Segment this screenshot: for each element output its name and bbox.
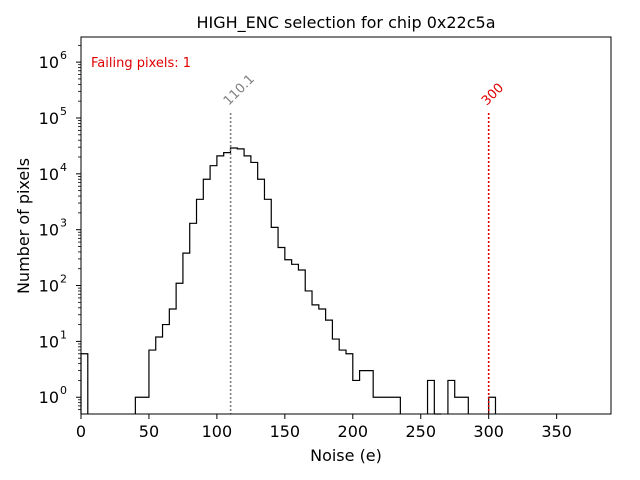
histogram-bar — [183, 253, 190, 414]
histogram-bar — [224, 153, 231, 414]
y-tick-label: 10 — [39, 165, 59, 184]
histogram-bar — [203, 179, 210, 414]
histogram-bar — [360, 371, 374, 414]
y-tick-exponent: 3 — [60, 217, 67, 230]
plot-frame — [80, 36, 612, 415]
y-tick-exponent: 5 — [60, 105, 67, 118]
x-tick-label: 100 — [202, 422, 233, 441]
x-tick-label: 50 — [139, 422, 159, 441]
histogram-bar — [326, 320, 333, 414]
y-tick-exponent: 4 — [60, 161, 67, 174]
y-tick-label: 10 — [39, 332, 59, 351]
histogram-bar — [210, 166, 217, 414]
chart-title: HIGH_ENC selection for chip 0x22c5a — [196, 13, 495, 33]
y-tick-exponent: 6 — [60, 49, 67, 62]
histogram-bar — [339, 350, 346, 414]
histogram-bar — [163, 325, 170, 414]
x-axis-label: Noise (e) — [310, 446, 382, 465]
histogram-bar — [149, 350, 156, 414]
histogram-bar — [312, 305, 319, 414]
x-tick-label: 300 — [473, 422, 504, 441]
histogram-outline — [80, 147, 497, 415]
y-tick-label: 10 — [39, 388, 59, 407]
histogram-bar — [489, 397, 496, 414]
histogram-bar — [258, 179, 265, 414]
histogram-bar — [346, 354, 353, 414]
histogram-bar — [278, 247, 285, 414]
histogram-bar — [176, 283, 183, 414]
histogram-bar — [285, 260, 292, 414]
histogram-bar — [319, 309, 326, 414]
histogram-bar — [448, 380, 455, 414]
x-tick-label: 200 — [338, 422, 369, 441]
y-axis-label: Number of pixels — [14, 158, 33, 294]
histogram-bar — [455, 397, 462, 414]
x-axis: 0 50 100 150 200 250 300 350 — [76, 414, 572, 441]
histogram-bars — [80, 147, 497, 415]
histogram-bar — [353, 380, 360, 414]
histogram-bar — [190, 223, 197, 414]
histogram-bar — [156, 337, 163, 414]
histogram-bar — [237, 149, 244, 414]
y-tick-label: 10 — [39, 277, 59, 296]
histogram-bar — [332, 339, 339, 414]
y-tick-exponent: 1 — [60, 328, 67, 341]
histogram-bar — [292, 264, 299, 414]
histogram-bar — [135, 397, 149, 414]
histogram-bar — [298, 270, 305, 414]
histogram-bar — [305, 291, 312, 414]
y-tick-exponent: 0 — [60, 384, 67, 397]
histogram-bar — [271, 227, 278, 414]
histogram-bar — [264, 199, 271, 414]
histogram-bar — [251, 162, 258, 414]
y-tick-label: 10 — [39, 109, 59, 128]
failing-pixels-annotation: Failing pixels: 1 — [91, 56, 191, 71]
histogram-bar — [197, 199, 204, 414]
y-tick-label: 10 — [39, 221, 59, 240]
histogram-bar — [373, 397, 400, 414]
y-tick-label: 10 — [39, 53, 59, 72]
histogram-bar — [244, 156, 251, 414]
histogram-bar — [462, 397, 469, 414]
histogram-bar — [230, 148, 237, 414]
histogram-bar — [217, 156, 224, 414]
x-tick-label: 350 — [541, 422, 572, 441]
histogram-bar — [169, 309, 176, 414]
histogram-bar — [81, 354, 88, 414]
histogram-bar — [428, 380, 435, 414]
x-tick-label: 0 — [76, 422, 86, 441]
x-tick-label: 250 — [405, 422, 436, 441]
x-tick-label: 150 — [270, 422, 301, 441]
y-tick-exponent: 2 — [60, 273, 67, 286]
